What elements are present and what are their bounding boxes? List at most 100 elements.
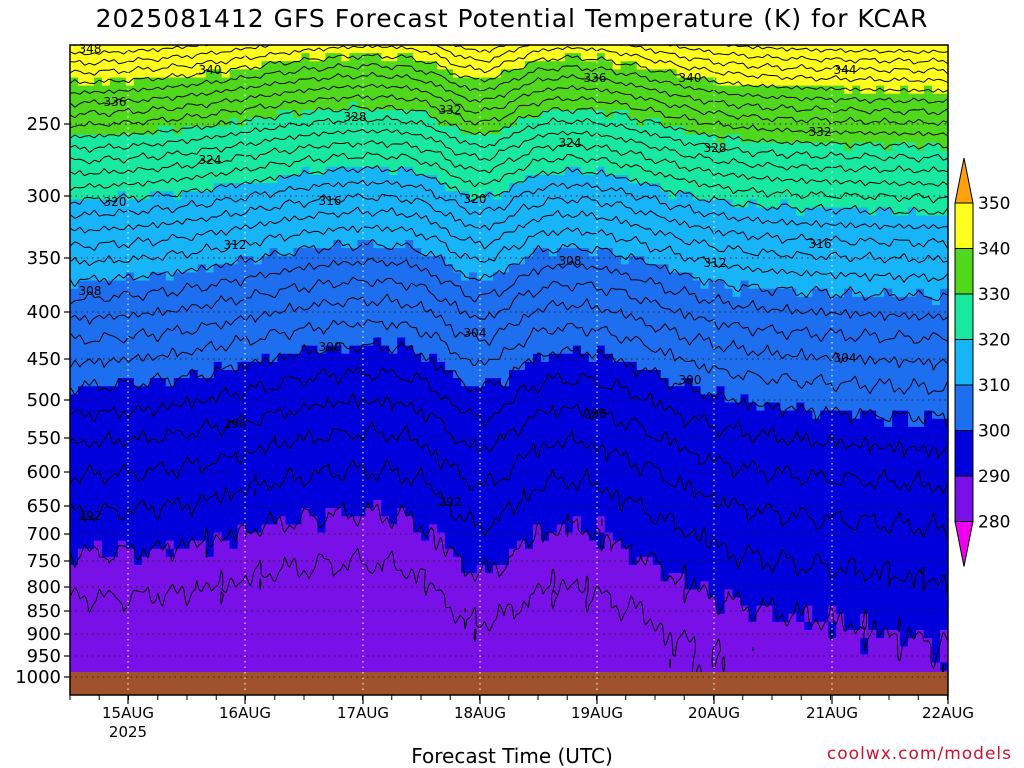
heatmap-cell <box>269 256 279 265</box>
heatmap-cell <box>261 85 271 95</box>
heatmap-cell <box>413 93 422 103</box>
heatmap-cell <box>237 305 247 314</box>
heatmap-cell <box>445 215 454 225</box>
heatmap-cell <box>612 142 622 152</box>
heatmap-cell <box>221 370 231 379</box>
heatmap-cell <box>756 313 766 322</box>
heatmap-cell <box>668 142 678 152</box>
heatmap-cell <box>293 361 303 371</box>
heatmap-cell <box>732 93 742 103</box>
heatmap-cell <box>245 264 255 274</box>
heatmap-cell <box>197 110 207 119</box>
heatmap-cell <box>556 386 566 395</box>
heatmap-cell <box>301 93 311 103</box>
heatmap-cell <box>357 126 366 135</box>
heatmap-cell <box>916 256 925 265</box>
heatmap-cell <box>724 313 734 322</box>
heatmap-cell <box>628 207 638 217</box>
heatmap-cell <box>660 361 670 371</box>
heatmap-cell <box>796 158 805 168</box>
heatmap-cell <box>732 45 742 54</box>
heatmap-cell <box>213 386 223 395</box>
heatmap-cell <box>405 142 414 152</box>
heatmap-cell <box>580 150 590 160</box>
heatmap-cell <box>85 53 95 62</box>
heatmap-cell <box>501 321 510 330</box>
heatmap-cell <box>884 223 893 233</box>
heatmap-cell <box>532 110 542 119</box>
heatmap-cell <box>796 272 805 282</box>
heatmap-cell <box>309 378 319 387</box>
heatmap-cell <box>109 166 119 176</box>
heatmap-cell <box>892 321 901 330</box>
heatmap-cell <box>868 93 877 103</box>
heatmap-cell <box>309 296 319 306</box>
heatmap-cell <box>932 402 941 412</box>
heatmap-cell <box>493 345 502 355</box>
heatmap-cell <box>445 150 454 160</box>
heatmap-cell <box>820 207 829 217</box>
heatmap-cell <box>860 248 869 257</box>
heatmap-cell <box>493 45 502 54</box>
heatmap-cell <box>325 215 334 225</box>
heatmap-cell <box>772 361 781 371</box>
heatmap-cell <box>333 45 342 54</box>
heatmap-cell <box>317 378 327 387</box>
heatmap-cell <box>780 166 789 176</box>
heatmap-cell <box>277 77 287 87</box>
heatmap-cell <box>596 69 606 79</box>
heatmap-cell <box>70 288 79 298</box>
heatmap-cell <box>453 53 462 62</box>
heatmap-cell <box>325 353 334 363</box>
heatmap-cell <box>237 93 247 103</box>
heatmap-cell <box>477 378 486 387</box>
heatmap-cell <box>133 61 143 70</box>
heatmap-cell <box>892 256 901 265</box>
heatmap-cell <box>892 85 901 95</box>
heatmap-cell <box>788 313 797 322</box>
heatmap-cell <box>636 158 646 168</box>
heatmap-cell <box>461 134 470 144</box>
heatmap-cell <box>93 199 103 209</box>
heatmap-cell <box>133 85 143 95</box>
heatmap-cell <box>181 69 191 79</box>
heatmap-cell <box>532 93 542 103</box>
heatmap-cell <box>109 345 119 355</box>
heatmap-cell <box>908 240 917 249</box>
heatmap-cell <box>844 110 853 119</box>
heatmap-cell <box>772 280 781 290</box>
heatmap-cell <box>70 126 79 135</box>
heatmap-cell <box>812 305 821 314</box>
heatmap-cell <box>197 118 207 127</box>
heatmap-cell <box>381 402 390 412</box>
heatmap-cell <box>245 207 255 217</box>
heatmap-cell <box>876 191 885 200</box>
heatmap-cell <box>700 329 710 339</box>
heatmap-cell <box>501 240 510 249</box>
heatmap-cell <box>333 386 342 395</box>
heatmap-cell <box>93 134 103 144</box>
heatmap-cell <box>293 329 303 339</box>
heatmap-cell <box>604 85 614 95</box>
heatmap-cell <box>700 53 710 62</box>
heatmap-cell <box>556 61 566 70</box>
heatmap-cell <box>397 45 406 54</box>
heatmap-cell <box>509 77 518 87</box>
heatmap-cell <box>764 361 773 371</box>
heatmap-cell <box>205 378 215 387</box>
heatmap-cell <box>317 118 327 127</box>
heatmap-cell <box>325 313 334 322</box>
heatmap-cell <box>716 272 726 282</box>
heatmap-cell <box>165 313 175 322</box>
heatmap-cell <box>852 53 861 62</box>
heatmap-cell <box>740 110 750 119</box>
heatmap-cell <box>157 353 167 363</box>
heatmap-cell <box>756 337 766 347</box>
heatmap-cell <box>469 134 478 144</box>
heatmap-cell <box>612 296 622 306</box>
heatmap-cell <box>317 158 327 168</box>
heatmap-cell <box>876 53 885 62</box>
heatmap-cell <box>884 231 893 241</box>
heatmap-cell <box>580 158 590 168</box>
heatmap-cell <box>860 118 869 127</box>
